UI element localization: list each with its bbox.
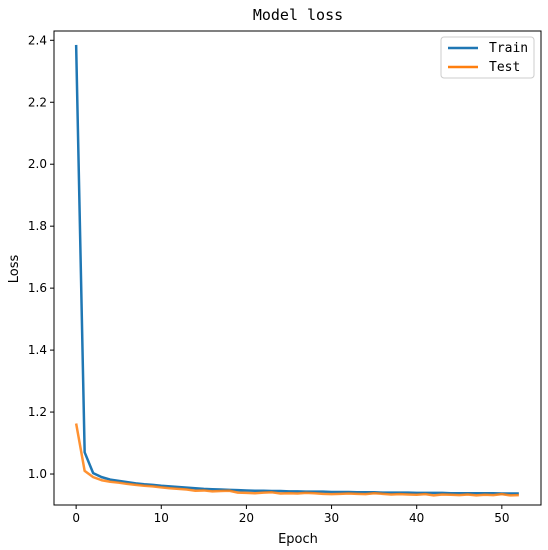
x-tick-label: 10 <box>154 511 169 525</box>
x-axis-label: Epoch <box>278 532 318 547</box>
legend-label-train: Train <box>489 41 528 56</box>
axes-frame <box>53 30 542 506</box>
x-tick-label: 40 <box>409 511 424 525</box>
x-tick-label: 20 <box>239 511 254 525</box>
y-axis-label: Loss <box>7 255 22 284</box>
y-tick-label: 2.0 <box>28 157 47 171</box>
series-line-train <box>74 44 519 495</box>
y-tick-label: 2.4 <box>28 33 47 47</box>
y-tick-label: 1.4 <box>28 343 47 357</box>
y-tick-label: 1.2 <box>28 405 47 419</box>
plot-area <box>74 44 519 497</box>
y-tick-label: 1.8 <box>28 219 47 233</box>
y-tick-label: 1.6 <box>28 281 47 295</box>
x-tick-label: 30 <box>324 511 339 525</box>
y-tick-label: 1.0 <box>28 467 47 481</box>
legend: Train Test <box>440 36 535 79</box>
series-line-test <box>74 423 519 497</box>
y-axis-ticks: 1.0 1.2 1.4 1.6 1.8 2.0 2.2 2.4 <box>28 33 54 481</box>
x-tick-label: 0 <box>72 511 80 525</box>
y-tick-label: 2.2 <box>28 95 47 109</box>
chart-title: Model loss <box>253 6 343 24</box>
x-tick-label: 50 <box>494 511 509 525</box>
x-axis-ticks: 0 10 20 30 40 50 <box>72 505 509 525</box>
legend-label-test: Test <box>489 60 520 75</box>
